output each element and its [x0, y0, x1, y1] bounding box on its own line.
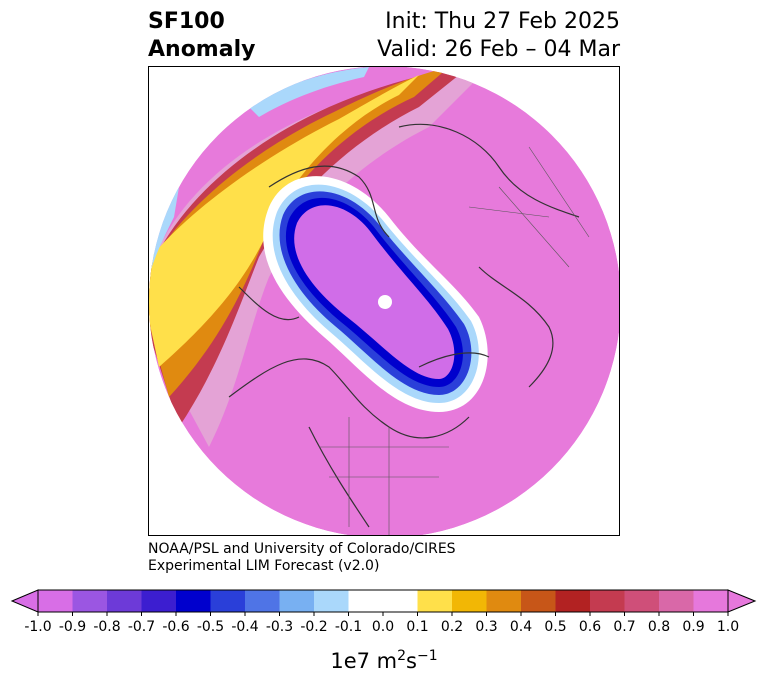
- colorbar-box: [279, 590, 315, 612]
- warm-band-outer: [149, 67, 489, 447]
- valid-range: Valid: 26 Feb – 04 Mar: [377, 37, 620, 62]
- colorbar-box: [210, 590, 246, 612]
- colorbar-tick-label: -0.1: [335, 619, 362, 635]
- title-variable: SF100 Anomaly: [148, 8, 255, 64]
- credit-text: NOAA/PSL and University of Colorado/CIRE…: [148, 541, 456, 575]
- colorbar-over-arrow: [727, 589, 757, 613]
- units-base: 1e7 m: [330, 649, 398, 673]
- colorbar-boxes: [38, 590, 729, 612]
- title-variable-line1: SF100: [148, 9, 225, 34]
- credit-line1: NOAA/PSL and University of Colorado/CIRE…: [148, 541, 456, 557]
- colorbar-tick-label: -0.3: [266, 619, 293, 635]
- colorbar-ticks: -1.0 -0.9 -0.8 -0.7 -0.6 -0.5 -0.4 -0.3 -0.2 -0.1…: [24, 612, 739, 635]
- colorbar-box: [555, 590, 591, 612]
- colorbar-box: [659, 590, 694, 612]
- colorbar-tick-label: 0.9: [682, 619, 704, 635]
- colorbar-tick-label: -0.7: [128, 619, 155, 635]
- colorbar-tick-label: 0.5: [544, 619, 566, 635]
- units-mid: s: [406, 649, 417, 673]
- colorbar-tick-label: -0.6: [162, 619, 189, 635]
- units-exp2: −1: [417, 648, 438, 664]
- north-pole-marker: [378, 295, 392, 309]
- colorbar-tick-label: -0.9: [59, 619, 86, 635]
- title-variable-line2: Anomaly: [148, 37, 256, 62]
- credit-line2: Experimental LIM Forecast (v2.0): [148, 558, 380, 574]
- colorbar-box: [107, 590, 142, 612]
- map-panel: [148, 66, 620, 536]
- colorbar-units: 1e7 m2s−1: [0, 648, 768, 673]
- colorbar-box: [72, 590, 108, 612]
- colorbar-tick-label: -0.4: [231, 619, 258, 635]
- colorbar-tick-label: -0.2: [300, 619, 327, 635]
- colorbar-box: [417, 590, 453, 612]
- colorbar-box: [38, 590, 73, 612]
- colorbar-tick-label: 0.6: [579, 619, 601, 635]
- colorbar-tick-label: -1.0: [24, 619, 51, 635]
- colorbar-tick-label: -0.8: [93, 619, 120, 635]
- colorbar-tick-label: 0.1: [406, 619, 428, 635]
- warm-band-yellow: [149, 75, 419, 367]
- colorbar-tick-label: 0.8: [648, 619, 670, 635]
- colorbar-box: [486, 590, 522, 612]
- colorbar-under-arrow: [10, 589, 39, 613]
- polar-map: [149, 67, 619, 535]
- colorbar-box: [176, 590, 211, 612]
- colorbar-tick-label: 0.2: [441, 619, 463, 635]
- colorbar-box: [348, 590, 384, 612]
- colorbar-box: [314, 590, 349, 612]
- colorbar: -1.0 -0.9 -0.8 -0.7 -0.6 -0.5 -0.4 -0.3 -0.2 -0.1…: [10, 589, 757, 635]
- colorbar-tick-label: 0.0: [372, 619, 394, 635]
- trough-center: [294, 205, 455, 379]
- colorbar-box: [693, 590, 729, 612]
- colorbar-tick-label: 0.3: [475, 619, 497, 635]
- colorbar-box: [452, 590, 487, 612]
- colorbar-box: [383, 590, 418, 612]
- units-exp1: 2: [397, 648, 407, 664]
- political-borders: [319, 146, 590, 535]
- colorbar-box: [521, 590, 556, 612]
- coastlines: [228, 123, 580, 528]
- colorbar-tick-label: 0.7: [613, 619, 635, 635]
- warm-band-red: [149, 67, 469, 427]
- colorbar-box: [245, 590, 280, 612]
- title-dates: Init: Thu 27 Feb 2025 Valid: 26 Feb – 04…: [377, 8, 620, 64]
- colorbar-tick-label: 0.4: [510, 619, 532, 635]
- init-date: Init: Thu 27 Feb 2025: [385, 9, 620, 34]
- northwest-light-blue-patch: [249, 67, 369, 117]
- colorbar-box: [590, 590, 625, 612]
- colorbar-tick-label: 1.0: [717, 619, 739, 635]
- west-light-blue-patch: [149, 187, 179, 277]
- colorbar-box: [141, 590, 177, 612]
- warm-band-orange: [149, 67, 449, 397]
- colorbar-tick-label: -0.5: [197, 619, 224, 635]
- colorbar-box: [624, 590, 660, 612]
